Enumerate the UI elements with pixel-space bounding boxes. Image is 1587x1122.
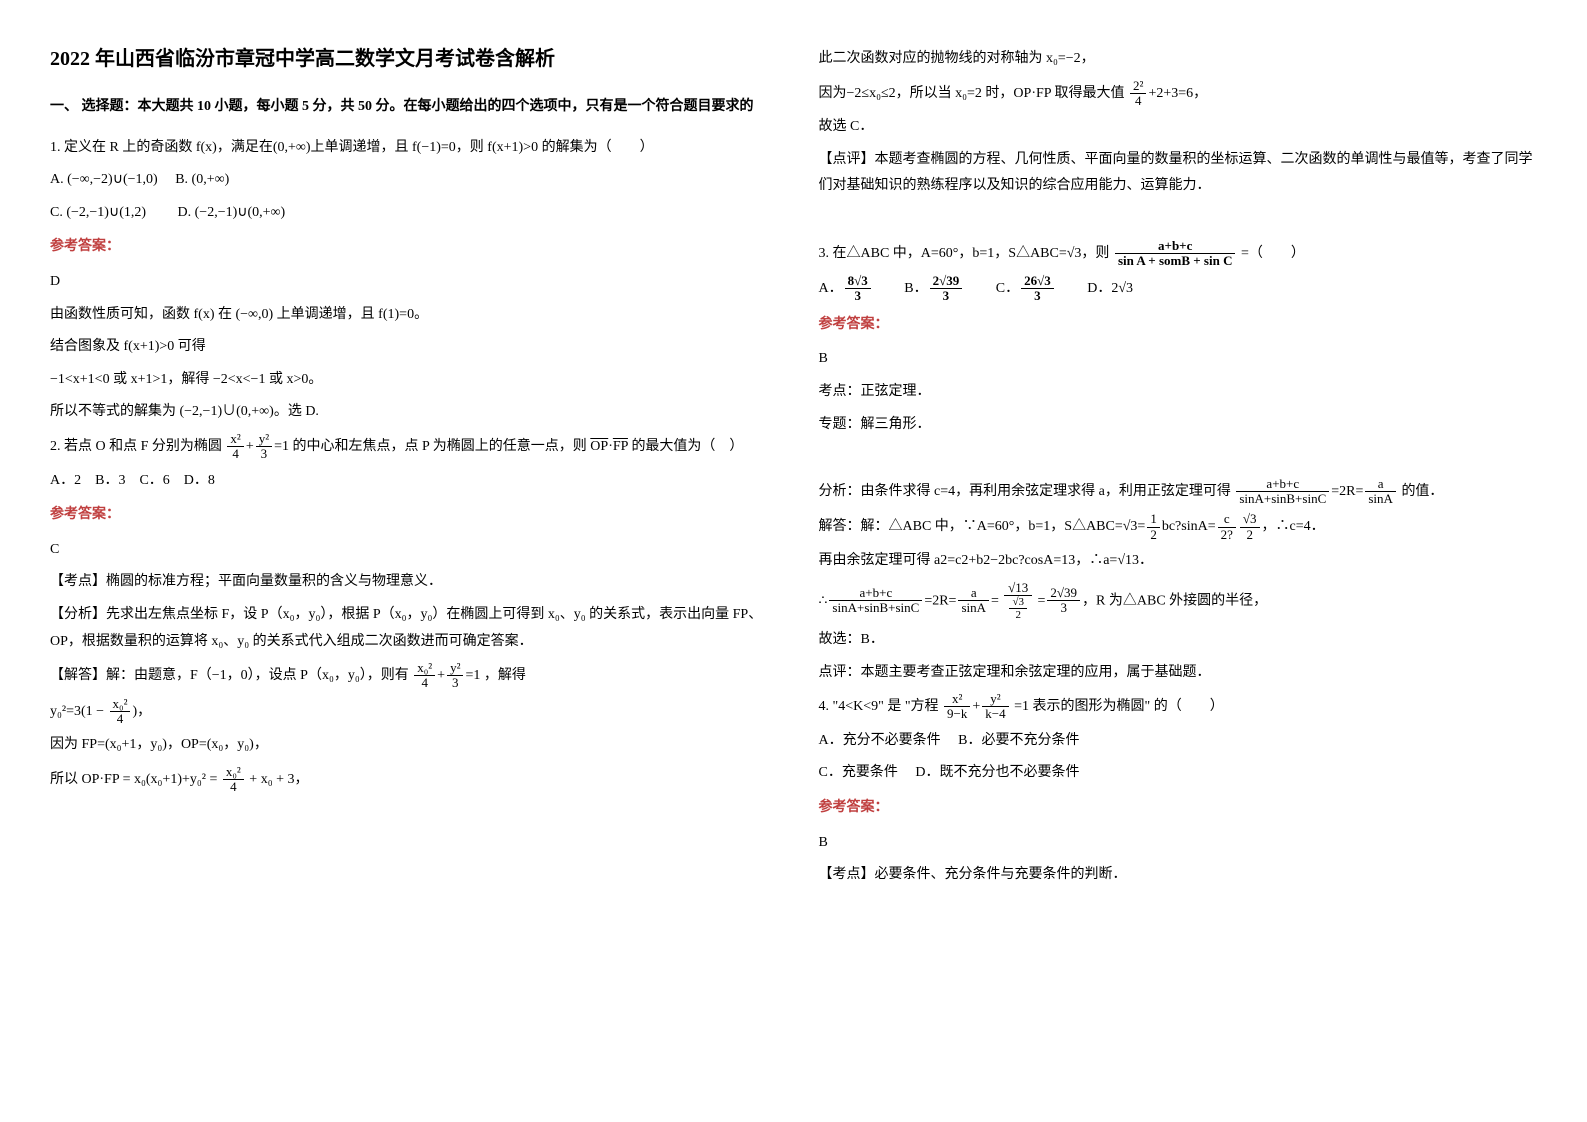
answer-label: 参考答案： bbox=[819, 795, 1538, 822]
frac-2sqrt39-3b: 2√393 bbox=[1047, 586, 1080, 616]
q1-exp4: 所以不等式的解集为 (−2,−1)∪(0,+∞)。选 D. bbox=[50, 399, 769, 426]
q4-kd: 【考点】必要条件、充分条件与充要条件的判断． bbox=[819, 862, 1538, 889]
frac-a-sinAb: asinA bbox=[958, 586, 989, 616]
q3-fx: 分析：由条件求得 c=4，再利用余弦定理求得 a，利用正弦定理可得 a+b+cs… bbox=[819, 477, 1538, 507]
q3-jd3: ∴a+b+csinA+sinB+sinC=2R=asinA= √13√32 =2… bbox=[819, 581, 1538, 621]
frac-y2-k4: y²k−4 bbox=[982, 692, 1008, 722]
q4-optC: C．充要条件 bbox=[819, 765, 898, 780]
q2-stem-a: 2. 若点 O 和点 F 分别为椭圆 bbox=[50, 439, 225, 454]
q4-opt-row1: A．充分不必要条件 B．必要不充分条件 bbox=[819, 728, 1538, 755]
q2-jd4: 所以 OP·FP = x₀(x₀+1)+y₀² = x₀²4 + x₀ + 3， bbox=[50, 765, 769, 795]
q2-r2: 因为−2≤x₀≤2，所以当 x₀=2 时，OP·FP 取得最大值 2²4+2+3… bbox=[819, 79, 1538, 109]
q4-stem: 4. "4<K<9" 是 "方程 x²9−k+y²k−4 =1 表示的图形为椭圆… bbox=[819, 692, 1538, 722]
answer-label: 参考答案： bbox=[50, 234, 769, 261]
frac-2sqrt39-3: 2√393 bbox=[930, 274, 963, 304]
q2-kd: 【考点】椭圆的标准方程；平面向量数量积的含义与物理意义． bbox=[50, 569, 769, 596]
frac-sqrt13: √13√32 bbox=[1004, 581, 1032, 621]
q1-optC: C. (−2,−1)∪(1,2) bbox=[50, 205, 146, 220]
q2-jd1: 【解答】解：由题意，F（−1，0），设点 P（x₀，y₀），则有 x₀²4+y²… bbox=[50, 661, 769, 691]
answer-label: 参考答案： bbox=[50, 502, 769, 529]
frac-y02-3a: y²3 bbox=[447, 661, 463, 691]
frac-sqrt3-2: √32 bbox=[1240, 512, 1260, 542]
q2-opts: A．2 B．3 C．6 D．8 bbox=[50, 468, 769, 495]
q1-exp2: 结合图象及 f(x+1)>0 可得 bbox=[50, 334, 769, 361]
q4-optD: D．既不充分也不必要条件 bbox=[915, 765, 1079, 780]
q3-zt: 专题：解三角形． bbox=[819, 412, 1538, 439]
q3-answer: B bbox=[819, 346, 1538, 373]
frac-abc-sin2a: a+b+csinA+sinB+sinC bbox=[1236, 477, 1329, 507]
q1-stem: 1. 定义在 R 上的奇函数 f(x)，满足在(0,+∞)上单调递增，且 f(−… bbox=[50, 135, 769, 162]
q4-optB: B．必要不充分条件 bbox=[958, 733, 1079, 748]
q2-stem-b: 的中心和左焦点，点 P 为椭圆上的任意一点，则 bbox=[293, 439, 591, 454]
frac-abc-sin2b: a+b+csinA+sinB+sinC bbox=[829, 586, 922, 616]
q3-kd: 考点：正弦定理． bbox=[819, 379, 1538, 406]
q1-exp1: 由函数性质可知，函数 f(x) 在 (−∞,0) 上单调递增，且 f(1)=0。 bbox=[50, 302, 769, 329]
frac-8sqrt3-3: 8√33 bbox=[845, 274, 871, 304]
frac-26sqrt3-3: 26√33 bbox=[1021, 274, 1054, 304]
q2-answer: C bbox=[50, 537, 769, 564]
q3-jd4: 故选：B． bbox=[819, 627, 1538, 654]
q1-exp3: −1<x+1<0 或 x+1>1，解得 −2<x<−1 或 x>0。 bbox=[50, 367, 769, 394]
q2-jd2: y₀²=3(1 − x₀²4)， bbox=[50, 697, 769, 727]
q2-r3: 故选 C． bbox=[819, 114, 1538, 141]
frac-a-sinAa: asinA bbox=[1365, 477, 1396, 507]
q3-dp: 点评：本题主要考查正弦定理和余弦定理的应用，属于基础题． bbox=[819, 660, 1538, 687]
frac-x2-9k: x²9−k bbox=[944, 692, 970, 722]
frac-half: 12 bbox=[1147, 512, 1160, 542]
q1-optD: D. (−2,−1)∪(0,+∞) bbox=[178, 205, 286, 220]
q3-jd1: 解答：解：△ABC 中，∵A=60°，b=1，S△ABC=√3=12bc?sin… bbox=[819, 512, 1538, 542]
page-title: 2022 年山西省临汾市章冠中学高二数学文月考试卷含解析 bbox=[50, 40, 769, 78]
vec-fp: FP bbox=[613, 439, 628, 454]
frac-x02-4a: x₀²4 bbox=[414, 661, 435, 691]
q1-optA: A. (−∞,−2)∪(−1,0) bbox=[50, 172, 158, 187]
section-heading: 一、 选择题：本大题共 10 小题，每小题 5 分，共 50 分。在每小题给出的… bbox=[50, 94, 769, 121]
q4-answer: B bbox=[819, 830, 1538, 857]
frac-x02-4b: x₀²4 bbox=[110, 697, 131, 727]
q2-fx: 【分析】先求出左焦点坐标 F，设 P（x₀，y₀），根据 P（x₀，y₀）在椭圆… bbox=[50, 602, 769, 655]
q4-optA: A．充分不必要条件 bbox=[819, 733, 941, 748]
frac-c2: c2? bbox=[1218, 512, 1236, 542]
q1-opt-row2: C. (−2,−1)∪(1,2) D. (−2,−1)∪(0,+∞) bbox=[50, 200, 769, 227]
q1-answer: D bbox=[50, 269, 769, 296]
frac-22-4: 2²4 bbox=[1130, 79, 1146, 109]
q3-stem: 3. 在△ABC 中，A=60°，b=1，S△ABC=√3，则 a+b+csin… bbox=[819, 239, 1538, 269]
answer-label: 参考答案： bbox=[819, 312, 1538, 339]
q2-stem-c: 的最大值为（ ） bbox=[631, 439, 743, 454]
q1-optB: B. (0,+∞) bbox=[175, 172, 229, 187]
q3-jd2: 再由余弦定理可得 a2=c2+b2−2bc?cosA=13，∴a=√13． bbox=[819, 548, 1538, 575]
q2-r1: 此二次函数对应的抛物线的对称轴为 x₀=−2， bbox=[819, 46, 1538, 73]
q4-opt-row2: C．充要条件 D．既不充分也不必要条件 bbox=[819, 760, 1538, 787]
q2-jd3: 因为 FP=(x₀+1，y₀)，OP=(x₀，y₀)， bbox=[50, 732, 769, 759]
frac-x02-4c: x₀²4 bbox=[223, 765, 244, 795]
q2-stem: 2. 若点 O 和点 F 分别为椭圆 x²4+y²3=1 的中心和左焦点，点 P… bbox=[50, 432, 769, 462]
frac-abc-sin: a+b+csin A + somB + sin C bbox=[1115, 239, 1236, 269]
frac-y2-3: y²3 bbox=[256, 432, 272, 462]
q1-opt-row1: A. (−∞,−2)∪(−1,0) B. (0,+∞) bbox=[50, 167, 769, 194]
frac-x2-4: x²4 bbox=[227, 432, 243, 462]
q2-dp: 【点评】本题考查椭圆的方程、几何性质、平面向量的数量积的坐标运算、二次函数的单调… bbox=[819, 147, 1538, 200]
q3-opts: A．8√33 B．2√393 C．26√33 D．2√3 bbox=[819, 274, 1538, 304]
vec-op: OP bbox=[590, 439, 608, 454]
